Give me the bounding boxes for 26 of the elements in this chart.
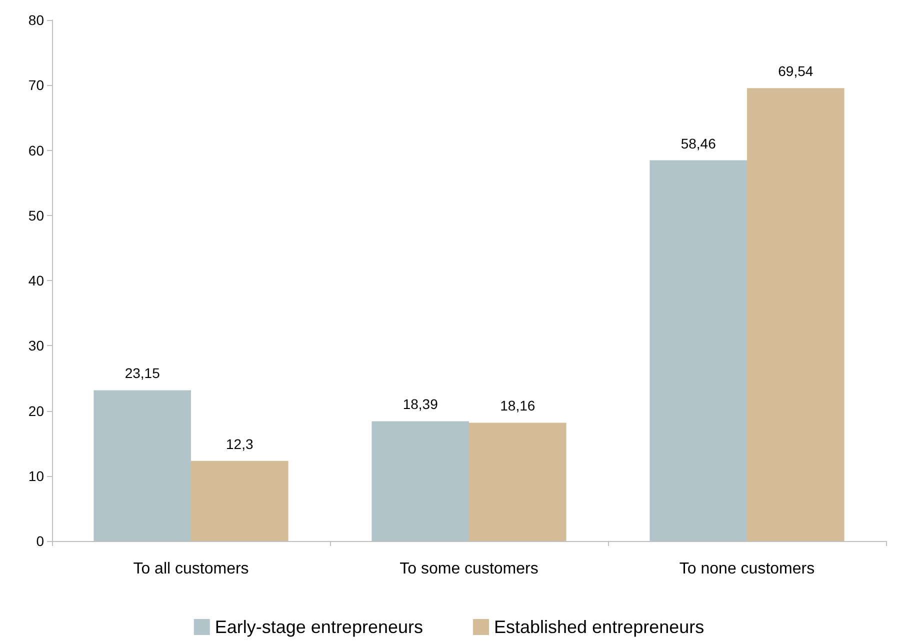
- y-tick-label: 30: [28, 338, 44, 354]
- y-tick-label: 40: [28, 272, 44, 288]
- y-tick-label: 10: [28, 468, 44, 484]
- bar: [191, 460, 288, 541]
- legend-label: Early-stage entrepreneurs: [214, 617, 423, 637]
- x-tick-label: To all customers: [133, 560, 249, 578]
- y-tick-label: 20: [28, 402, 44, 419]
- bar: [469, 422, 566, 541]
- y-tick-label: 0: [36, 533, 44, 549]
- x-tick-label: To some customers: [400, 560, 538, 578]
- y-tick-label: 70: [28, 77, 44, 94]
- data-label: 58,46: [680, 135, 716, 152]
- legend-label: Established entrepreneurs: [494, 617, 704, 637]
- bar: [747, 88, 844, 541]
- data-label: 18,16: [500, 398, 536, 414]
- y-tick-label: 50: [28, 207, 44, 224]
- bar: [650, 160, 747, 541]
- data-label: 18,39: [402, 396, 438, 412]
- y-tick-label: 60: [28, 142, 44, 158]
- data-label: 69,54: [778, 63, 814, 80]
- data-label: 23,15: [124, 365, 160, 382]
- bar: [372, 421, 469, 541]
- x-tick-label: To none customers: [679, 560, 815, 578]
- y-tick-label: 80: [28, 12, 44, 28]
- bar: [94, 390, 191, 541]
- data-label: 12,3: [226, 436, 254, 452]
